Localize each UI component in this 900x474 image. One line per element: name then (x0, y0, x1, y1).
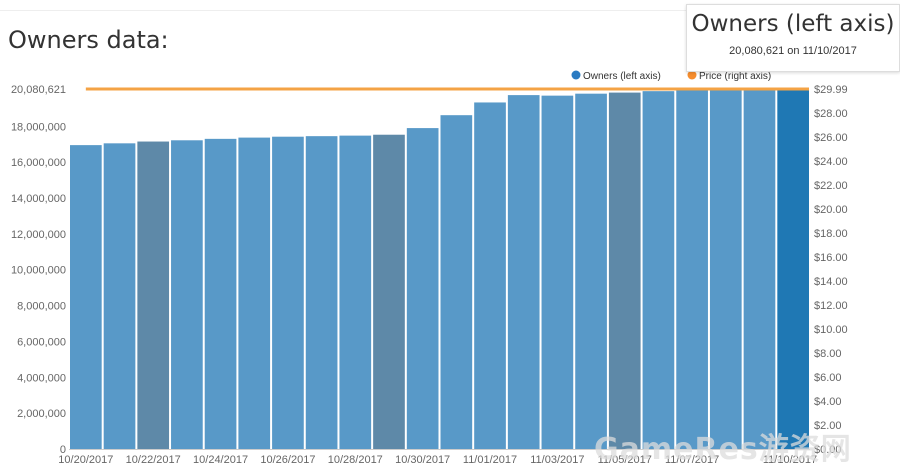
chart-tooltip: Owners (left axis) 20,080,621 on 11/10/2… (686, 4, 900, 72)
x-tick-9: 11/07/2017 (665, 454, 719, 466)
tooltip-body: 20,080,621 on 11/10/2017 (687, 45, 899, 57)
bar-11-08-2017 (709, 89, 742, 450)
y-left-tick-6: 12,000,000 (11, 229, 66, 241)
x-tick-2: 10/24/2017 (193, 454, 248, 466)
y-right-tick-12: $24.00 (814, 156, 848, 168)
bar-11-01-2017 (474, 102, 506, 449)
bar-10-27-2017 (305, 136, 338, 449)
bar-10-31-2017 (440, 115, 473, 450)
legend-marker-0 (571, 70, 581, 80)
bar-11-07-2017 (676, 90, 708, 450)
y-left-tick-8: 16,000,000 (11, 157, 66, 169)
y-left-tick-9: 18,000,000 (11, 121, 66, 133)
y-right-tick-10: $20.00 (814, 204, 848, 216)
y-left-tick-5: 10,000,000 (11, 265, 66, 277)
bar-11-10-2017 (777, 89, 809, 449)
y-right-tick-7: $14.00 (814, 276, 848, 288)
y-right-tick-8: $16.00 (814, 252, 848, 264)
y-right-tick-2: $4.00 (814, 396, 842, 408)
bar-10-26-2017 (272, 136, 304, 449)
bar-10-29-2017 (373, 134, 405, 449)
y-right-tick-3: $6.00 (814, 372, 842, 384)
page-title: Owners data: (8, 26, 169, 54)
y-right-tick-6: $12.00 (814, 300, 848, 312)
legend-label-1: Price (right axis) (699, 71, 771, 82)
y-left-tick-0: 0 (60, 444, 66, 456)
y-left-tick-4: 8,000,000 (17, 301, 66, 313)
x-tick-1: 10/22/2017 (126, 454, 181, 466)
bar-10-21-2017 (103, 143, 136, 450)
bar-10-22-2017 (137, 141, 170, 450)
bar-10-25-2017 (238, 137, 271, 450)
x-tick-4: 10/28/2017 (328, 454, 383, 466)
bar-10-20-2017 (70, 145, 102, 449)
x-tick-6: 11/01/2017 (463, 454, 517, 466)
x-tick-3: 10/26/2017 (260, 454, 315, 466)
y-right-tick-15: $29.99 (814, 84, 848, 96)
y-left-tick-3: 6,000,000 (17, 336, 66, 348)
bar-10-23-2017 (171, 140, 203, 449)
legend-marker-1 (687, 70, 697, 80)
y-right-tick-13: $26.00 (814, 132, 848, 144)
x-tick-10: 11/10/2017 (763, 454, 817, 466)
y-right-tick-1: $2.00 (814, 420, 842, 432)
bar-11-04-2017 (575, 93, 607, 450)
bar-11-02-2017 (507, 95, 540, 449)
x-tick-5: 10/30/2017 (395, 454, 450, 466)
bar-11-03-2017 (541, 95, 574, 449)
tooltip-on: on (787, 45, 800, 57)
tooltip-date: 11/10/2017 (802, 45, 857, 57)
bar-11-09-2017 (743, 89, 776, 450)
y-left-tick-1: 2,000,000 (17, 408, 66, 420)
x-tick-7: 11/03/2017 (530, 454, 584, 466)
bar-10-30-2017 (406, 128, 439, 450)
y-right-tick-4: $8.00 (814, 348, 842, 360)
y-right-tick-9: $18.00 (814, 228, 848, 240)
legend-label-0: Owners (left axis) (583, 71, 661, 82)
y-right-tick-14: $28.00 (814, 108, 848, 120)
x-tick-8: 11/05/2017 (598, 454, 652, 466)
y-left-tick-7: 14,000,000 (11, 193, 66, 205)
watermark-logo: GameRes游资网 (594, 432, 852, 467)
y-right-tick-0: $0.00 (814, 444, 842, 456)
top-divider (0, 10, 900, 11)
tooltip-title: Owners (left axis) (691, 11, 895, 37)
bar-10-24-2017 (204, 138, 237, 450)
y-right-tick-5: $10.00 (814, 324, 848, 336)
y-left-tick-10: 20,080,621 (11, 84, 66, 96)
bar-11-05-2017 (608, 92, 641, 449)
bar-11-06-2017 (642, 91, 675, 449)
y-left-tick-2: 4,000,000 (17, 372, 66, 384)
bar-10-28-2017 (339, 135, 372, 449)
y-right-tick-11: $22.00 (814, 180, 848, 192)
tooltip-value: 20,080,621 (729, 45, 785, 57)
x-tick-0: 10/20/2017 (58, 454, 113, 466)
